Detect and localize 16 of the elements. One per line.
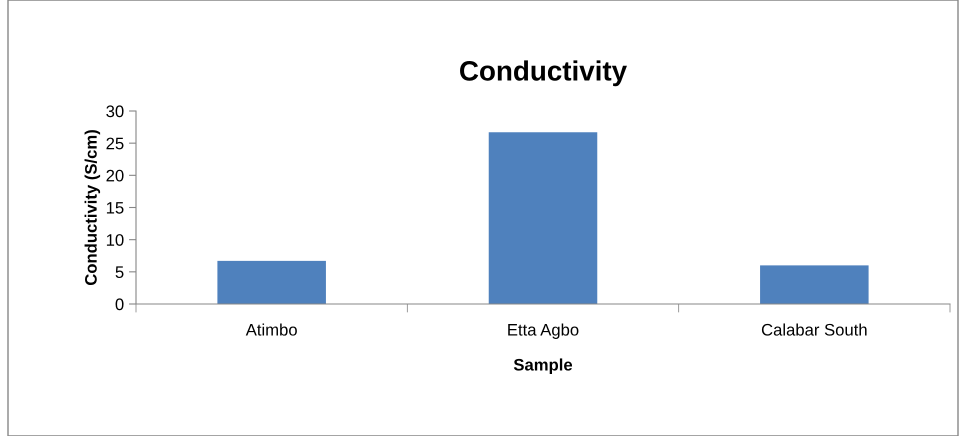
- bar: [488, 132, 598, 304]
- y-tick-label: 25: [106, 138, 124, 150]
- bar: [217, 260, 326, 304]
- x-tick-label: Etta Agbo: [508, 323, 578, 339]
- y-tick-label: 5: [116, 266, 124, 278]
- y-tick-label: 0: [116, 298, 124, 310]
- y-axis-title: Conductivity (S/cm): [84, 130, 100, 286]
- bar: [760, 265, 869, 304]
- y-tick-label: 10: [106, 234, 124, 246]
- x-tick-label: Atimbo: [246, 323, 297, 336]
- x-axis-title: Sample: [514, 358, 572, 374]
- x-tick-label: Calabar South: [762, 323, 867, 336]
- y-tick-label: 15: [106, 202, 124, 214]
- y-tick-label: 30: [106, 105, 124, 118]
- chart-title: Conductivity: [460, 60, 627, 86]
- y-tick-label: 20: [106, 170, 124, 182]
